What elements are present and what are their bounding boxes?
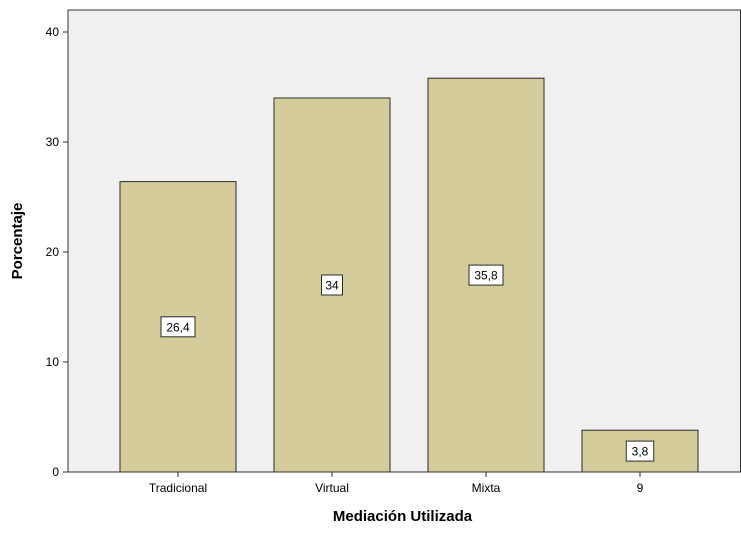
data-label-box xyxy=(321,274,343,296)
data-label-box xyxy=(468,264,504,286)
x-tick-label: Mixta xyxy=(472,481,501,495)
data-label: 3,8 xyxy=(632,445,649,459)
y-tick-label: 40 xyxy=(46,25,60,39)
y-tick-label: 30 xyxy=(46,135,60,149)
data-label: 34 xyxy=(325,279,339,293)
data-label-box xyxy=(160,316,196,338)
x-tick-label: 9 xyxy=(637,481,644,495)
y-tick-label: 10 xyxy=(46,355,60,369)
x-tick-label: Tradicional xyxy=(149,481,207,495)
data-label-box xyxy=(625,440,655,462)
x-tick-label: Virtual xyxy=(315,481,349,495)
data-label: 26,4 xyxy=(166,320,190,334)
y-axis-title: Porcentaje xyxy=(9,203,26,280)
x-axis-title: Mediación Utilizada xyxy=(333,508,473,525)
data-label: 35,8 xyxy=(474,269,498,283)
y-tick-label: 0 xyxy=(52,465,59,479)
y-tick-label: 20 xyxy=(46,245,60,259)
data-labels-layer: 26,4 34 35,8 3,8 xyxy=(160,264,655,462)
